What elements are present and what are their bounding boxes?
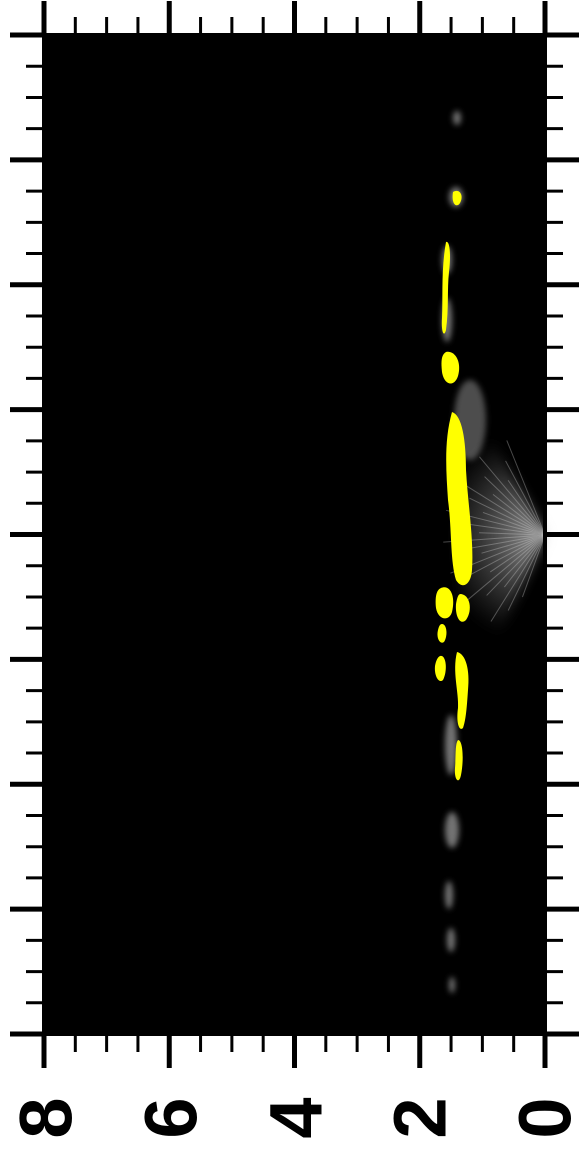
fan-ray: [466, 534, 546, 601]
fan-ray: [490, 534, 546, 622]
fan-ray: [484, 476, 546, 536]
fan-ray: [507, 480, 546, 536]
tick-label-6: 6: [130, 1097, 213, 1138]
tick-label-0: 0: [504, 1097, 583, 1138]
tick-label-8: 8: [5, 1097, 88, 1138]
fan-ray: [521, 534, 546, 598]
bottom-axis-labels: 8 6 4 2 0: [5, 1097, 583, 1138]
fan-ray: [506, 440, 546, 536]
fan-ray: [490, 534, 546, 573]
fan-ray: [469, 497, 546, 536]
fan-ray: [486, 534, 546, 596]
yellow-feature: [434, 190, 473, 781]
radial-fan-glow: [443, 400, 546, 680]
fan-ray: [507, 534, 546, 611]
fan-ray: [462, 534, 546, 551]
tick-label-2: 2: [379, 1097, 462, 1138]
fan-ray: [458, 480, 546, 536]
fan-ray: [503, 534, 546, 588]
fan-ray: [492, 493, 546, 536]
tick-marks: [10, 1, 579, 1068]
fan-ray: [479, 456, 546, 536]
tick-label-4: 4: [255, 1097, 338, 1138]
fan-ray: [470, 534, 546, 575]
fan-ray: [481, 534, 546, 554]
fan-ray: [479, 532, 546, 536]
fan-ray: [482, 511, 546, 536]
fan-ray: [461, 522, 546, 536]
fan-ray: [505, 460, 546, 536]
